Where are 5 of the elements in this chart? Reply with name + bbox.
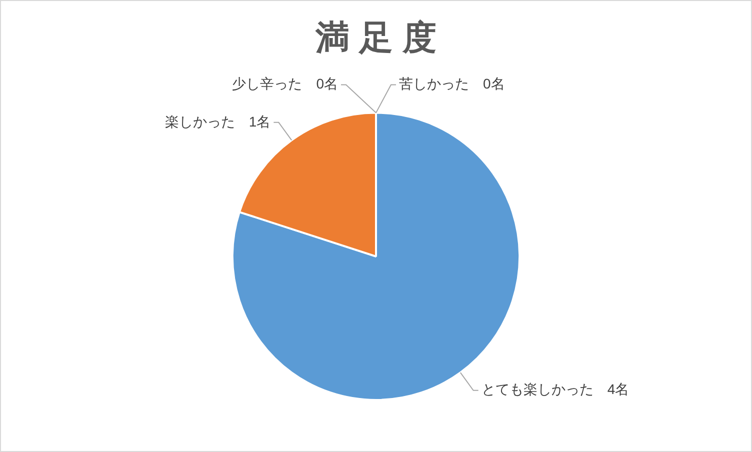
category-label: 苦しかった 0名 xyxy=(399,76,505,92)
slice-label: とても楽しかった 4名 xyxy=(481,381,630,398)
category-label: 少し辛った 0名 xyxy=(232,76,338,92)
chart-title: 満 足 度 xyxy=(314,18,436,57)
slice-label: 楽しかった 1名 xyxy=(164,113,271,130)
